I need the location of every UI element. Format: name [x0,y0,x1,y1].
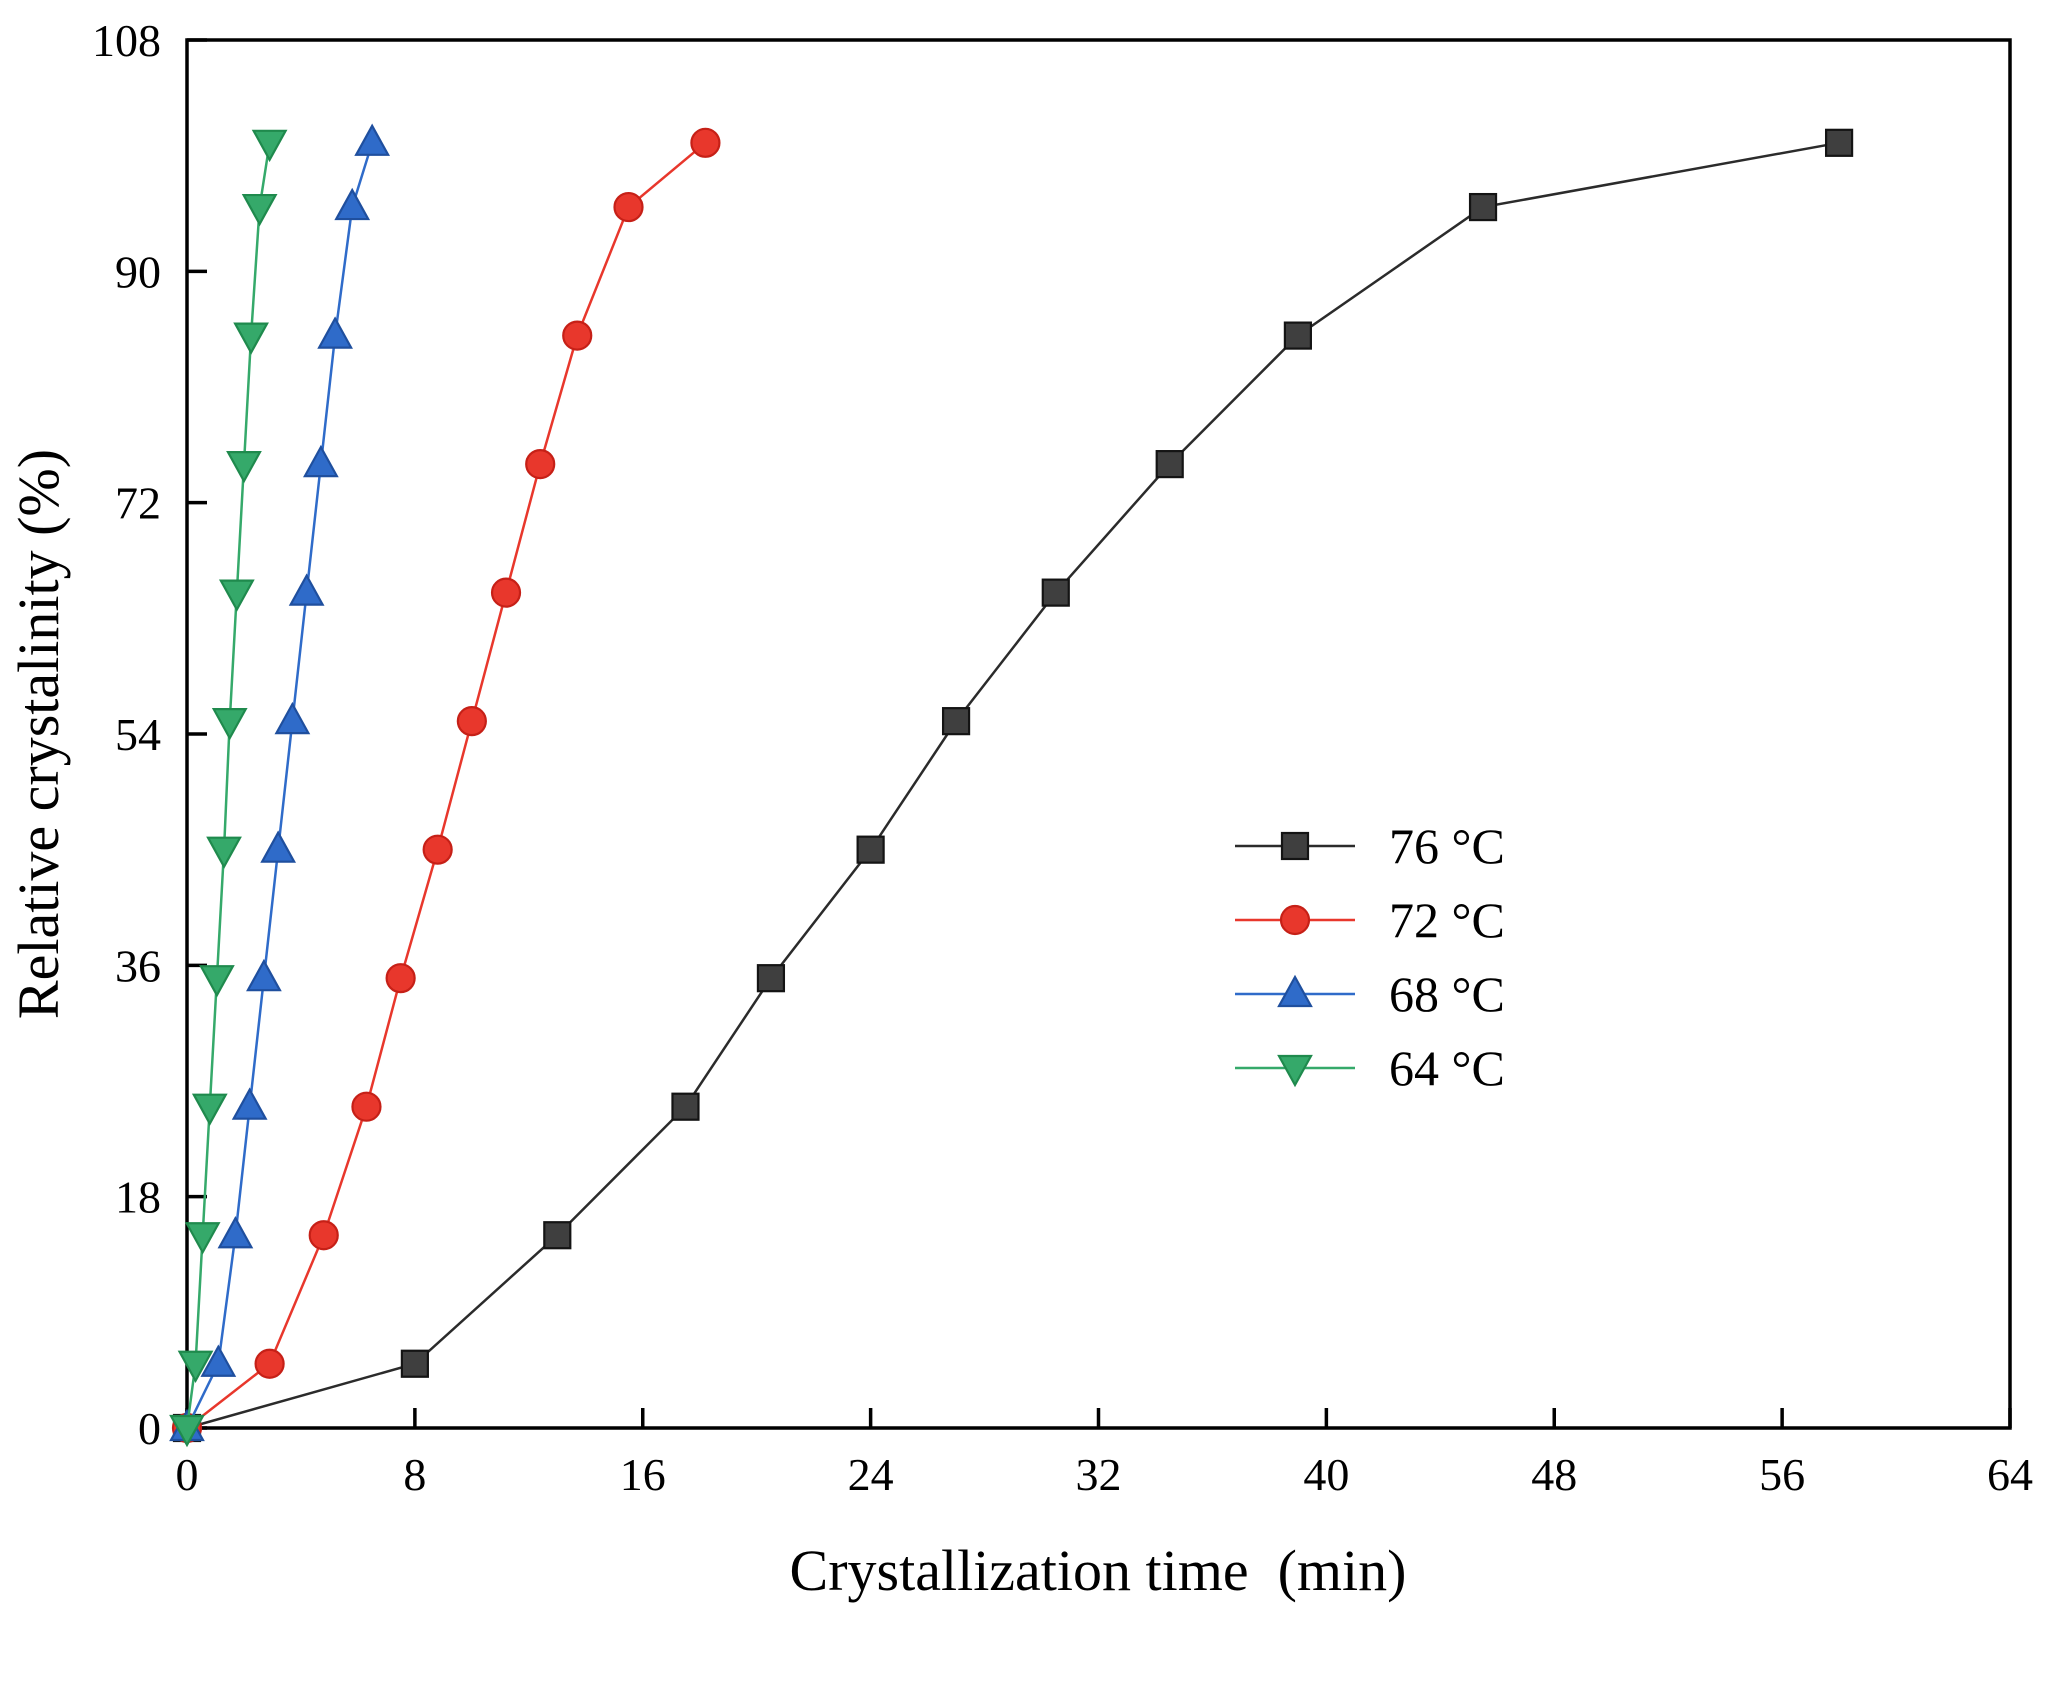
square-marker-icon [400,1349,429,1378]
triangle-down-marker-icon [184,1222,221,1255]
legend-label: 76 °C [1389,818,1505,874]
triangle-up-marker-icon [217,1215,254,1249]
y-tick-label: 72 [115,478,161,529]
triangle-up-marker-icon [260,830,297,863]
square-marker-icon [1041,578,1070,607]
square-marker-icon [1155,450,1184,479]
y-tick-label: 108 [92,15,161,66]
triangle-down-marker-icon [226,451,262,484]
triangle-up-marker-icon [317,316,353,349]
x-tick-label: 64 [1987,1449,2033,1500]
legend-label: 68 °C [1389,966,1505,1022]
x-tick-label: 32 [1076,1449,1122,1500]
legend-entry: 68 °C [1235,966,1505,1022]
triangle-up-marker-icon [303,444,339,478]
axis-frame [185,38,2012,1430]
series-line [186,141,707,1429]
x-tick-label: 16 [620,1449,666,1500]
triangle-down-marker-icon [211,708,248,741]
square-marker-icon [543,1221,572,1250]
series-3 [169,129,288,1448]
triangle-down-marker-icon [241,193,278,227]
series-0 [172,128,1854,1443]
triangle-up-marker-icon [200,1344,237,1377]
square-marker-icon [756,964,786,993]
triangle-down-marker-icon [233,322,269,355]
plot-area: 0 8 16 24 32 40 48 56 64 0 18 36 54 72 90 108 [92,15,2033,1500]
series-line [185,142,271,1429]
x-tick-label: 24 [848,1449,894,1500]
legend-label: 72 °C [1389,892,1505,948]
square-marker-icon [1468,192,1498,222]
y-tick-label: 90 [115,246,161,297]
circle-marker-icon [1279,904,1311,936]
circle-marker-icon [525,449,556,480]
triangle-up-marker-icon [288,573,325,606]
square-marker-icon [1280,831,1310,861]
circle-marker-icon [613,191,644,223]
y-axis-label: Relative crystalinity (%) [6,449,71,1019]
series-line [186,141,1840,1430]
legend: 76 °C 72 °C 68 °C 64 °C [1235,818,1505,1096]
triangle-down-marker-icon [177,1350,214,1384]
y-tick-label: 54 [115,709,161,760]
triangle-up-marker-icon [354,123,391,156]
x-axis-label: Crystallization time (min) [790,1538,1407,1603]
circle-marker-icon [308,1220,339,1251]
y-tick-label: 0 [138,1403,161,1454]
legend-entry: 72 °C [1235,892,1505,948]
x-tick-label: 0 [176,1449,199,1500]
y-tick-label: 18 [115,1172,161,1223]
x-tick-label: 8 [403,1449,426,1500]
legend-entry: 76 °C [1235,818,1505,874]
circle-marker-icon [254,1348,285,1379]
triangle-up-marker-icon [246,958,282,992]
triangle-up-marker-icon [334,187,371,221]
square-marker-icon [941,707,971,736]
triangle-up-marker-icon [1277,974,1313,1008]
triangle-down-marker-icon [1277,1054,1313,1088]
circle-marker-icon [351,1091,382,1122]
circle-marker-icon [490,577,522,608]
triangle-up-marker-icon [231,1087,268,1120]
triangle-down-marker-icon [218,579,255,612]
triangle-down-marker-icon [191,1093,228,1126]
square-marker-icon [1283,321,1312,350]
triangle-up-marker-icon [274,701,311,735]
x-tick-label: 48 [1531,1449,1577,1500]
series-line [185,142,374,1429]
triangle-down-marker-icon [251,129,288,163]
square-marker-icon [1824,128,1854,157]
legend-label: 64 °C [1389,1040,1505,1096]
circle-marker-icon [690,127,721,158]
y-tick-label: 36 [115,940,161,991]
circle-marker-icon [385,963,416,994]
circle-marker-icon [562,320,593,351]
square-marker-icon [671,1092,700,1121]
x-tick-label: 56 [1759,1449,1805,1500]
square-marker-icon [856,835,885,864]
triangle-down-marker-icon [199,965,235,998]
circle-marker-icon [456,706,487,737]
circle-marker-icon [422,834,453,865]
x-tick-label: 40 [1303,1449,1349,1500]
legend-entry: 64 °C [1235,1040,1505,1096]
triangle-down-marker-icon [169,1414,205,1448]
triangle-down-marker-icon [206,836,242,869]
